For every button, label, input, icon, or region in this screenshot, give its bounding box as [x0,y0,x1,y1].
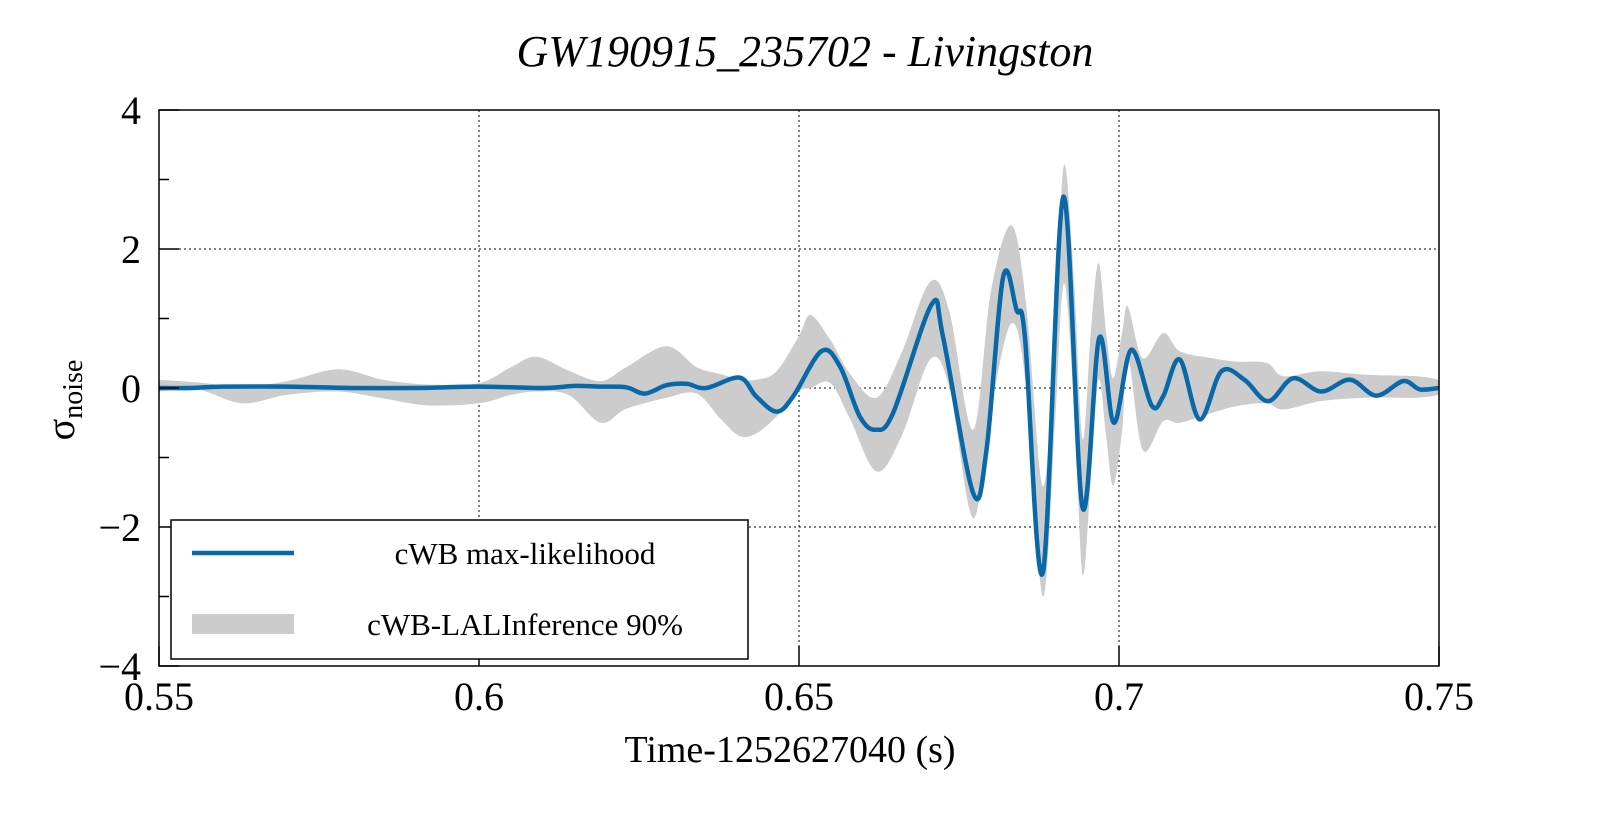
max-likelihood-line [158,194,1440,577]
chart-title: GW190915_235702 - Livingston [517,27,1094,76]
y-tick-labels: −4 −2 0 2 4 [98,88,141,689]
y-axis-label: σnoise [38,360,89,441]
y-tick-label: 2 [121,227,141,272]
axis-ticks [158,109,1440,667]
y-tick-label: 0 [121,366,141,411]
svg-text:σnoise: σnoise [38,360,89,441]
legend-label-line: cWB max-likelihood [395,536,656,571]
x-tick-label: 0.7 [1094,674,1144,719]
x-tick-label: 0.6 [454,674,504,719]
y-tick-label: −2 [98,505,141,550]
y-tick-label: −4 [98,644,141,689]
x-tick-label: 0.65 [764,674,834,719]
legend: cWB max-likelihood cWB-LALInference 90% [170,519,749,660]
legend-label-band: cWB-LALInference 90% [367,607,683,642]
confidence-band-90 [159,164,1439,597]
x-tick-label: 0.55 [124,674,194,719]
y-tick-label: 4 [121,88,141,133]
y-axis-label-subscript: noise [58,360,89,419]
y-axis-label-symbol: σ [38,419,83,441]
x-tick-labels: 0.55 0.6 0.65 0.7 0.75 [124,674,1474,719]
x-axis-label: Time-1252627040 (s) [624,729,955,771]
legend-box [170,519,749,660]
x-tick-label: 0.75 [1404,674,1474,719]
legend-band-swatch [192,614,294,634]
